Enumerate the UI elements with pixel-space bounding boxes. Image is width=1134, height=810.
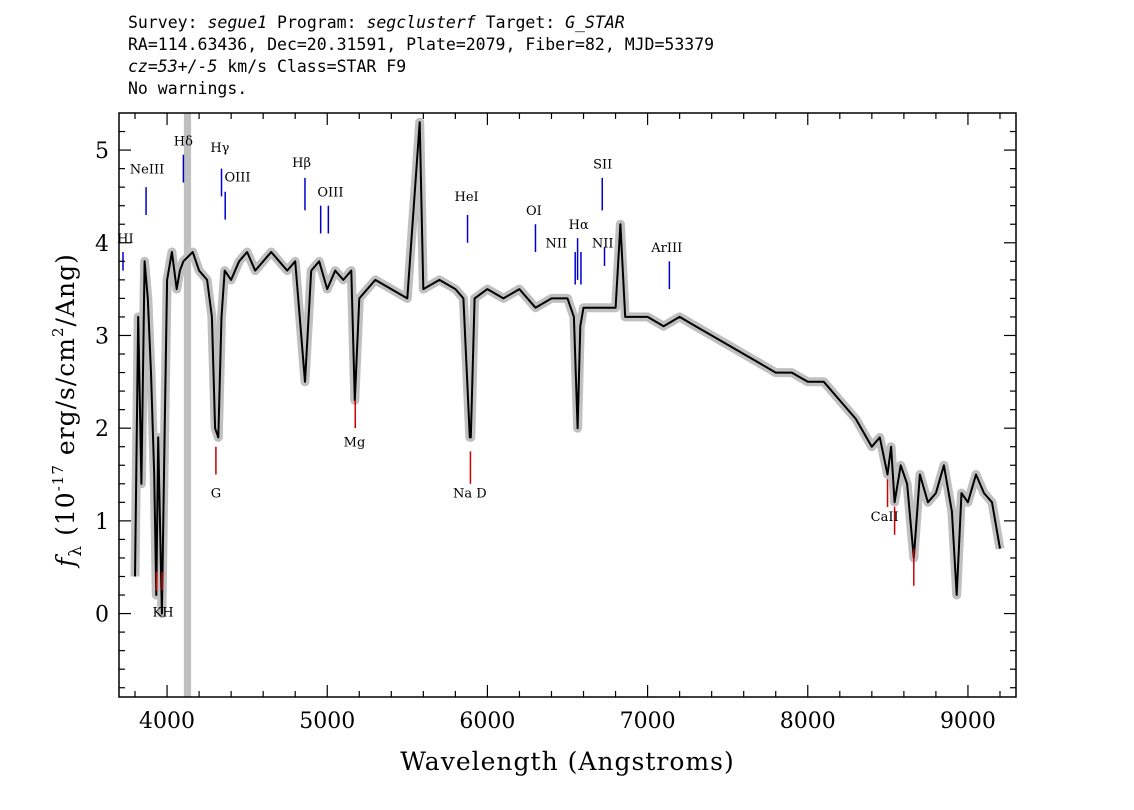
flux-error-band (130, 117, 1005, 619)
spectral-line-label: ArIII (650, 241, 682, 256)
x-tick-label: 7000 (620, 709, 676, 734)
target-value: G_STAR (565, 13, 625, 32)
plot-frame (118, 112, 1017, 698)
masked-region-layer (183, 113, 192, 697)
x-tick-label: 4000 (139, 709, 195, 734)
ylabel-exp1: -17 (49, 464, 67, 491)
spectral-line-label: Na D (453, 487, 487, 502)
spectral-line-label: OIII (224, 171, 250, 186)
spectrum-header: Survey: segue1 Program: segclusterf Targ… (128, 12, 714, 100)
y-tick-label: 3 (95, 324, 109, 349)
spectral-line-label: HeI (455, 190, 479, 205)
ylabel-f: f (51, 554, 80, 569)
redshift-value: cz=53+/-5 (128, 57, 218, 76)
spectral-line-label: Hβ (292, 156, 311, 171)
y-tick-label: 5 (95, 139, 109, 164)
ylabel-sub: λ (66, 545, 86, 557)
y-tick-label: 0 (95, 603, 109, 628)
target-label: Target: (475, 13, 566, 32)
x-tick-label: 9000 (940, 709, 996, 734)
survey-value: segue1 (207, 13, 268, 32)
spectral-line-label: NII (592, 236, 614, 251)
spectral-line-label: CaII (871, 510, 899, 525)
ylabel-exp2: 2 (49, 326, 67, 337)
spectral-line-label: SII (593, 158, 612, 173)
y-tick-label: 1 (95, 510, 109, 535)
error-band-layer (130, 117, 1005, 619)
spectral-line-label: Hα (569, 218, 589, 233)
spectral-line-label: G (211, 487, 221, 502)
ylabel-close: /Ang) (51, 253, 80, 326)
spectral-line-label: OI (526, 204, 542, 219)
ylabel-mid: erg/s/cm (51, 337, 80, 464)
flux-layer (134, 121, 1001, 615)
spectral-line-label: NeIII (130, 162, 164, 177)
survey-label: Survey: (128, 13, 208, 32)
header-line-survey: Survey: segue1 Program: segclusterf Targ… (128, 12, 714, 34)
x-tick-label: 8000 (780, 709, 836, 734)
spectral-line-label: OIII (317, 185, 343, 200)
spectral-line-label: NII (545, 236, 567, 251)
class-value: km/s Class=STAR F9 (217, 57, 407, 76)
program-value: segclusterf (366, 13, 476, 32)
spectral-line-label: Hγ (210, 141, 229, 156)
masked-region (183, 113, 192, 697)
header-line-redshift: cz=53+/-5 km/s Class=STAR F9 (128, 56, 714, 78)
spectral-line-label: Mg (344, 436, 366, 451)
x-tick-label: 6000 (459, 709, 515, 734)
ylabel-open: (10 (51, 491, 80, 545)
x-axis: 4000 5000 6000 7000 8000 9000 (134, 113, 1001, 734)
flux-series (134, 121, 1001, 615)
header-line-warnings: No warnings. (128, 79, 248, 98)
y-tick-label: 2 (95, 417, 109, 442)
x-tick-label: 5000 (299, 709, 355, 734)
spectral-line-label: Hδ (174, 134, 193, 149)
x-axis-label: Wavelength (Angstroms) (400, 747, 734, 776)
y-axis-label: fλ (10-17 erg/s/cm2/Ang) (49, 253, 86, 569)
program-label: Program: (267, 13, 367, 32)
y-tick-label: 4 (95, 232, 109, 257)
header-line-coordinates: RA=114.63436, Dec=20.31591, Plate=2079, … (128, 35, 715, 54)
spectral-line-label: KH (153, 605, 174, 620)
y-axis: 0 1 2 3 4 5 (95, 130, 1016, 689)
